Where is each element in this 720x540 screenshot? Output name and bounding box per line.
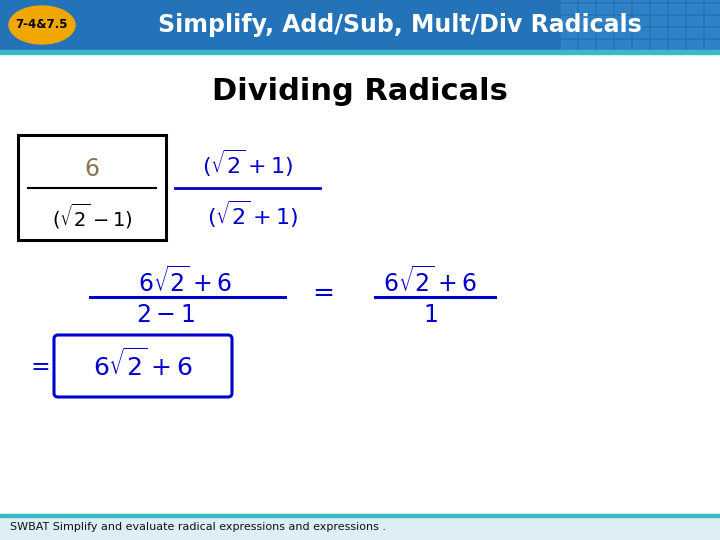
Bar xyxy=(687,40,702,49)
Bar xyxy=(651,16,666,25)
Bar xyxy=(633,16,648,25)
Bar xyxy=(651,40,666,49)
Bar xyxy=(0,514,720,517)
Bar xyxy=(615,28,630,37)
Bar xyxy=(669,4,684,13)
Bar xyxy=(579,0,594,1)
Bar xyxy=(651,28,666,37)
Text: SWBAT Simplify and evaluate radical expressions and expressions .: SWBAT Simplify and evaluate radical expr… xyxy=(10,522,386,532)
Bar xyxy=(615,4,630,13)
Bar xyxy=(0,0,560,50)
Ellipse shape xyxy=(9,6,75,44)
Text: Simplify, Add/Sub, Mult/Div Radicals: Simplify, Add/Sub, Mult/Div Radicals xyxy=(158,13,642,37)
Bar xyxy=(669,0,684,1)
Bar xyxy=(561,16,576,25)
Text: $=$: $=$ xyxy=(307,279,333,305)
Bar xyxy=(0,50,720,54)
Bar xyxy=(615,0,630,1)
Bar xyxy=(651,0,666,1)
Text: $(\sqrt{2}+1)$: $(\sqrt{2}+1)$ xyxy=(207,199,299,231)
Bar xyxy=(561,0,576,1)
Bar xyxy=(705,28,720,37)
Bar xyxy=(597,40,612,49)
Bar xyxy=(633,4,648,13)
Bar xyxy=(615,40,630,49)
Text: 7-4&7.5: 7-4&7.5 xyxy=(16,18,68,31)
Bar xyxy=(597,0,612,1)
Bar xyxy=(687,4,702,13)
Bar xyxy=(633,40,648,49)
Bar xyxy=(0,514,720,540)
Bar xyxy=(705,4,720,13)
Text: $2-1$: $2-1$ xyxy=(135,303,194,327)
Text: $6$: $6$ xyxy=(84,157,100,180)
Bar xyxy=(561,40,576,49)
Bar xyxy=(597,16,612,25)
Bar xyxy=(579,16,594,25)
Text: $1$: $1$ xyxy=(423,303,437,327)
Text: $(\sqrt{2}+1)$: $(\sqrt{2}+1)$ xyxy=(202,147,294,179)
Bar xyxy=(687,16,702,25)
FancyBboxPatch shape xyxy=(54,335,232,397)
Bar xyxy=(561,4,576,13)
Bar xyxy=(669,16,684,25)
Bar xyxy=(579,4,594,13)
Bar xyxy=(669,40,684,49)
Bar xyxy=(651,4,666,13)
Bar xyxy=(669,28,684,37)
Bar xyxy=(633,28,648,37)
Text: $=$: $=$ xyxy=(26,353,50,377)
Text: Dividing Radicals: Dividing Radicals xyxy=(212,78,508,106)
Bar xyxy=(18,135,166,240)
Text: $6\sqrt{2}+6$: $6\sqrt{2}+6$ xyxy=(93,349,193,381)
Bar xyxy=(597,28,612,37)
Bar xyxy=(615,16,630,25)
Bar xyxy=(579,28,594,37)
Bar xyxy=(705,40,720,49)
Text: $6\sqrt{2}+6$: $6\sqrt{2}+6$ xyxy=(383,267,477,297)
Text: $(\sqrt{2}-1)$: $(\sqrt{2}-1)$ xyxy=(52,202,132,232)
Bar xyxy=(633,0,648,1)
Bar xyxy=(0,0,720,50)
Bar xyxy=(597,4,612,13)
Bar xyxy=(687,28,702,37)
Bar xyxy=(579,40,594,49)
Bar xyxy=(705,16,720,25)
Bar xyxy=(561,28,576,37)
Text: $6\sqrt{2}+6$: $6\sqrt{2}+6$ xyxy=(138,267,232,297)
Bar xyxy=(687,0,702,1)
Bar xyxy=(705,0,720,1)
